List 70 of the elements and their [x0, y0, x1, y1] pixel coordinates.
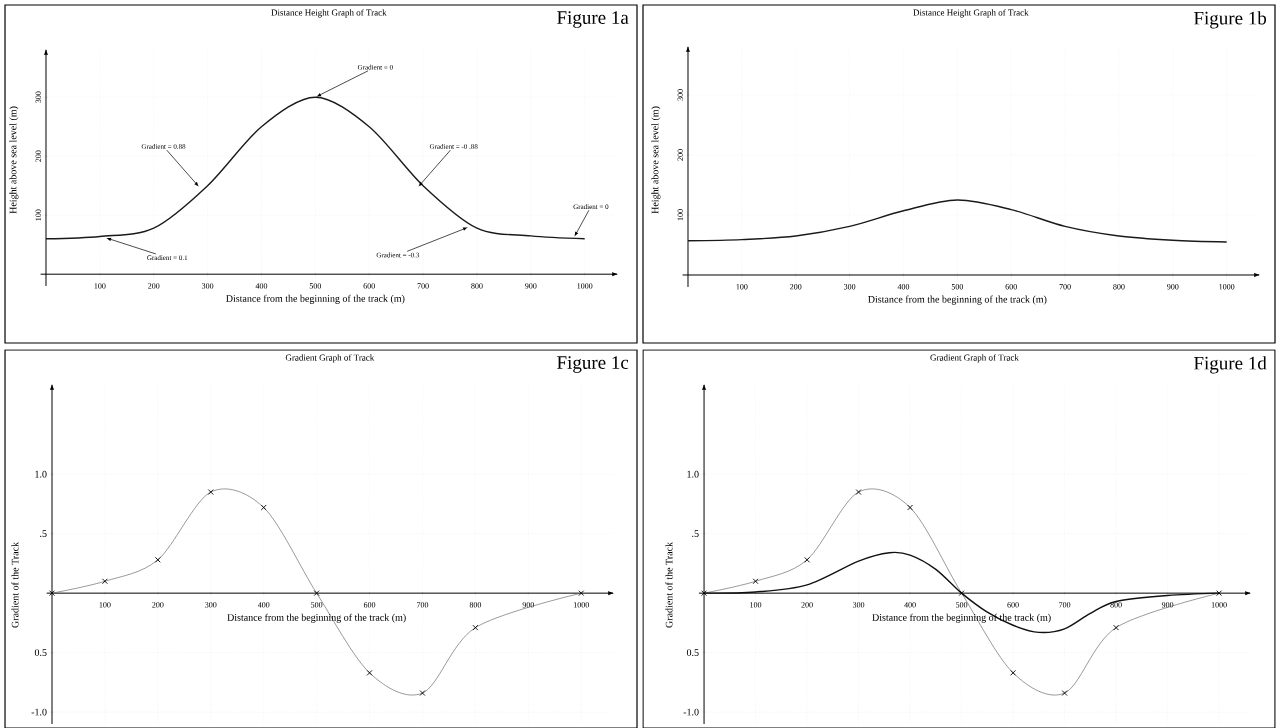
y-tick-label: 0.5 — [34, 649, 47, 657]
x-tick-label: 400 — [257, 602, 270, 608]
x-tick-label: 100 — [94, 283, 106, 289]
x-tick-label: 800 — [1113, 284, 1125, 290]
x-tick-label: 300 — [852, 602, 865, 608]
chart-title: Gradient Graph of Track — [285, 354, 375, 363]
x-tick-label: 900 — [1161, 602, 1174, 608]
y-tick-label: -1.0 — [683, 708, 699, 716]
y-tick-label: 100 — [677, 209, 683, 221]
x-axis-title: Distance from the beginning of the track (m) — [226, 294, 405, 304]
x-tick-label: 800 — [469, 602, 482, 608]
x-axis-title: Distance from the beginning of the track (m) — [227, 613, 406, 623]
caption: Figure 1a — [557, 11, 629, 28]
y-tick-label: .5 — [40, 530, 47, 538]
chart-title: Distance Height Graph of Track — [271, 9, 387, 18]
chart-title: Gradient Graph of Track — [930, 354, 1019, 363]
x-axis-title: Distance from the beginning of the track (m) — [868, 295, 1047, 305]
line-series — [687, 199, 1228, 243]
x-tick-label: 700 — [1059, 602, 1071, 608]
x-tick-label: 400 — [897, 284, 910, 290]
x-tick-label: 100 — [736, 284, 748, 290]
x-tick-label: 400 — [255, 283, 268, 289]
caption: Figure 1b — [1193, 11, 1267, 29]
x-tick-label: 500 — [309, 283, 322, 289]
x-tick-label: 200 — [801, 602, 813, 608]
x-tick-label: 800 — [1110, 602, 1122, 608]
x-tick-label: 700 — [1059, 284, 1071, 290]
x-tick-label: 1000 — [573, 602, 589, 608]
x-tick-label: 500 — [951, 284, 964, 290]
y-tick-label: 200 — [677, 149, 683, 161]
y-tick-label: 1.0 — [35, 470, 47, 478]
x-tick-label: 100 — [750, 602, 762, 608]
x-tick-label: 900 — [525, 283, 537, 289]
y-tick-label: 300 — [35, 91, 41, 103]
x-tick-label: 600 — [1007, 602, 1019, 608]
y-tick-label: 100 — [35, 209, 41, 221]
y-tick-label: 0.5 — [686, 649, 699, 657]
x-tick-label: 200 — [790, 284, 802, 290]
x-tick-label: 500 — [311, 602, 323, 608]
y-tick-label: 300 — [677, 89, 683, 101]
x-tick-label: 800 — [471, 283, 483, 289]
x-tick-label: 200 — [148, 283, 160, 289]
x-tick-label: 500 — [956, 602, 968, 608]
x-tick-label: 1000 — [1219, 284, 1235, 290]
x-tick-label: 600 — [1005, 284, 1017, 290]
y-tick-label: 1.0 — [687, 470, 699, 478]
y-axis-title: Height above sea level (m) — [651, 106, 661, 214]
caption: Figure 1d — [1193, 356, 1267, 374]
y-tick-label: .5 — [692, 530, 699, 538]
caption: Figure 1c — [557, 356, 629, 373]
y-tick-label: 200 — [35, 150, 41, 162]
y-tick-label: -1.0 — [31, 708, 47, 716]
x-tick-label: 700 — [417, 283, 429, 289]
x-tick-label: 300 — [843, 284, 856, 290]
x-tick-label: 600 — [363, 602, 376, 608]
chart-title: Distance Height Graph of Track — [913, 9, 1029, 18]
y-axis-title: Gradient of the Track — [11, 541, 19, 628]
x-tick-label: 600 — [363, 283, 375, 289]
y-axis-title: Gradient of the Track — [665, 541, 673, 628]
y-axis-title: Height above sea level (m) — [9, 106, 19, 214]
x-tick-label: 300 — [201, 283, 214, 289]
x-tick-label: 1000 — [577, 283, 593, 289]
x-tick-label: 900 — [1167, 284, 1179, 290]
x-tick-label: 900 — [522, 602, 535, 608]
x-tick-label: 700 — [417, 602, 429, 608]
x-tick-label: 300 — [205, 602, 217, 608]
x-tick-label: 400 — [904, 602, 916, 608]
x-tick-label: 1000 — [1211, 602, 1227, 608]
x-tick-label: 100 — [99, 602, 111, 608]
x-tick-label: 200 — [152, 602, 164, 608]
